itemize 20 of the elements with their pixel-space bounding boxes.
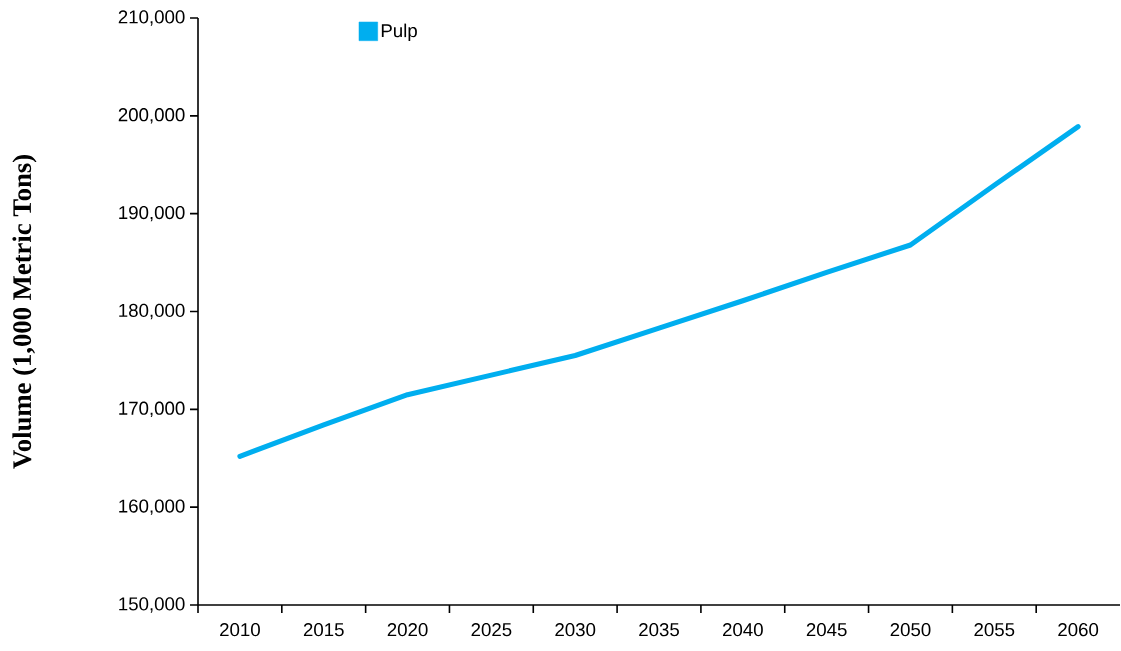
x-tick-label: 2015: [303, 623, 344, 637]
x-tick-label: 2025: [471, 623, 512, 637]
y-tick-label: 160,000: [119, 499, 185, 515]
x-tick-label: 2035: [639, 623, 679, 637]
legend-label: Pulp: [381, 23, 417, 41]
y-tick-label: 190,000: [119, 205, 185, 222]
y-tick-label: 180,000: [119, 303, 185, 320]
y-tick-label: 150,000: [119, 597, 185, 613]
y-axis-title: Volume (1,000 Metric Tons): [12, 155, 37, 469]
x-tick-label: 2010: [220, 623, 260, 637]
x-tick-label: 2040: [723, 623, 763, 637]
y-tick-label: 210,000: [118, 10, 185, 26]
y-tick-label: 170,000: [119, 401, 185, 418]
x-tick-label: 2060: [1058, 623, 1099, 637]
x-tick-label: 2050: [890, 623, 931, 637]
x-tick-label: 2045: [806, 623, 847, 637]
x-tick-label: 2020: [387, 623, 428, 637]
y-tick-label: 200,000: [118, 108, 185, 124]
x-tick-label: 2055: [974, 623, 1015, 637]
x-tick-label: 2030: [555, 623, 596, 637]
